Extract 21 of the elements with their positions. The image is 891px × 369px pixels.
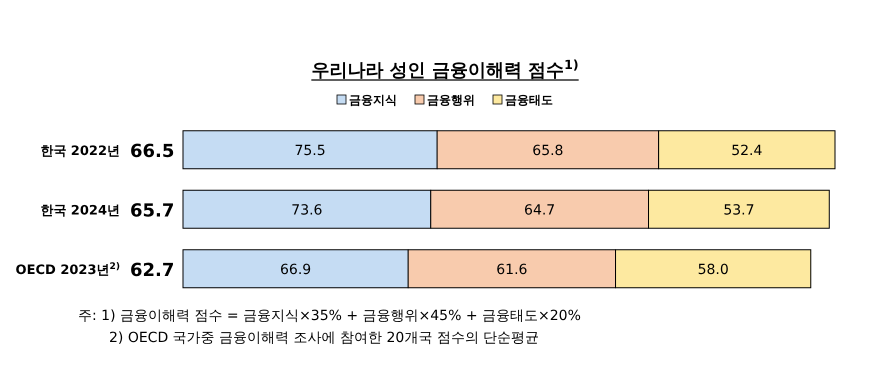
data-label: 64.7 bbox=[524, 202, 556, 218]
data-label: 58.0 bbox=[698, 262, 729, 278]
data-label: 75.5 bbox=[294, 142, 326, 159]
legend-label: 금융지식 bbox=[349, 93, 397, 107]
data-label: 66.9 bbox=[280, 262, 312, 278]
legend-label: 금융태도 bbox=[505, 93, 553, 107]
y-tick-label: OECD 2023년$^{2)}$ bbox=[16, 262, 120, 278]
data-label: 52.4 bbox=[731, 142, 762, 159]
y-tick-label: 한국 2022년 bbox=[40, 144, 120, 159]
chart-title: 우리나라 성인 금융이해력 점수$^{1)}$ bbox=[311, 56, 579, 81]
text: 2) OECD 국가중 금융이해력 조사에 참여한 20개국 점수의 단순평균 bbox=[109, 330, 540, 346]
data-label: 73.6 bbox=[291, 202, 323, 218]
data-label: 65.8 bbox=[532, 142, 564, 159]
data-label: 61.6 bbox=[496, 262, 528, 278]
legend-label: 금융행위 bbox=[427, 93, 475, 107]
y-tick-label: 한국 2024년 bbox=[40, 203, 120, 218]
text: 62.7 bbox=[130, 260, 174, 281]
text: 66.5 bbox=[130, 140, 174, 162]
data-label: 53.7 bbox=[723, 202, 754, 218]
text: 주: 1) 금융이해력 점수 = 금융지식×35% + 금융행위×45% + 금융태도×20% bbox=[78, 308, 581, 324]
text: 65.7 bbox=[130, 200, 174, 222]
